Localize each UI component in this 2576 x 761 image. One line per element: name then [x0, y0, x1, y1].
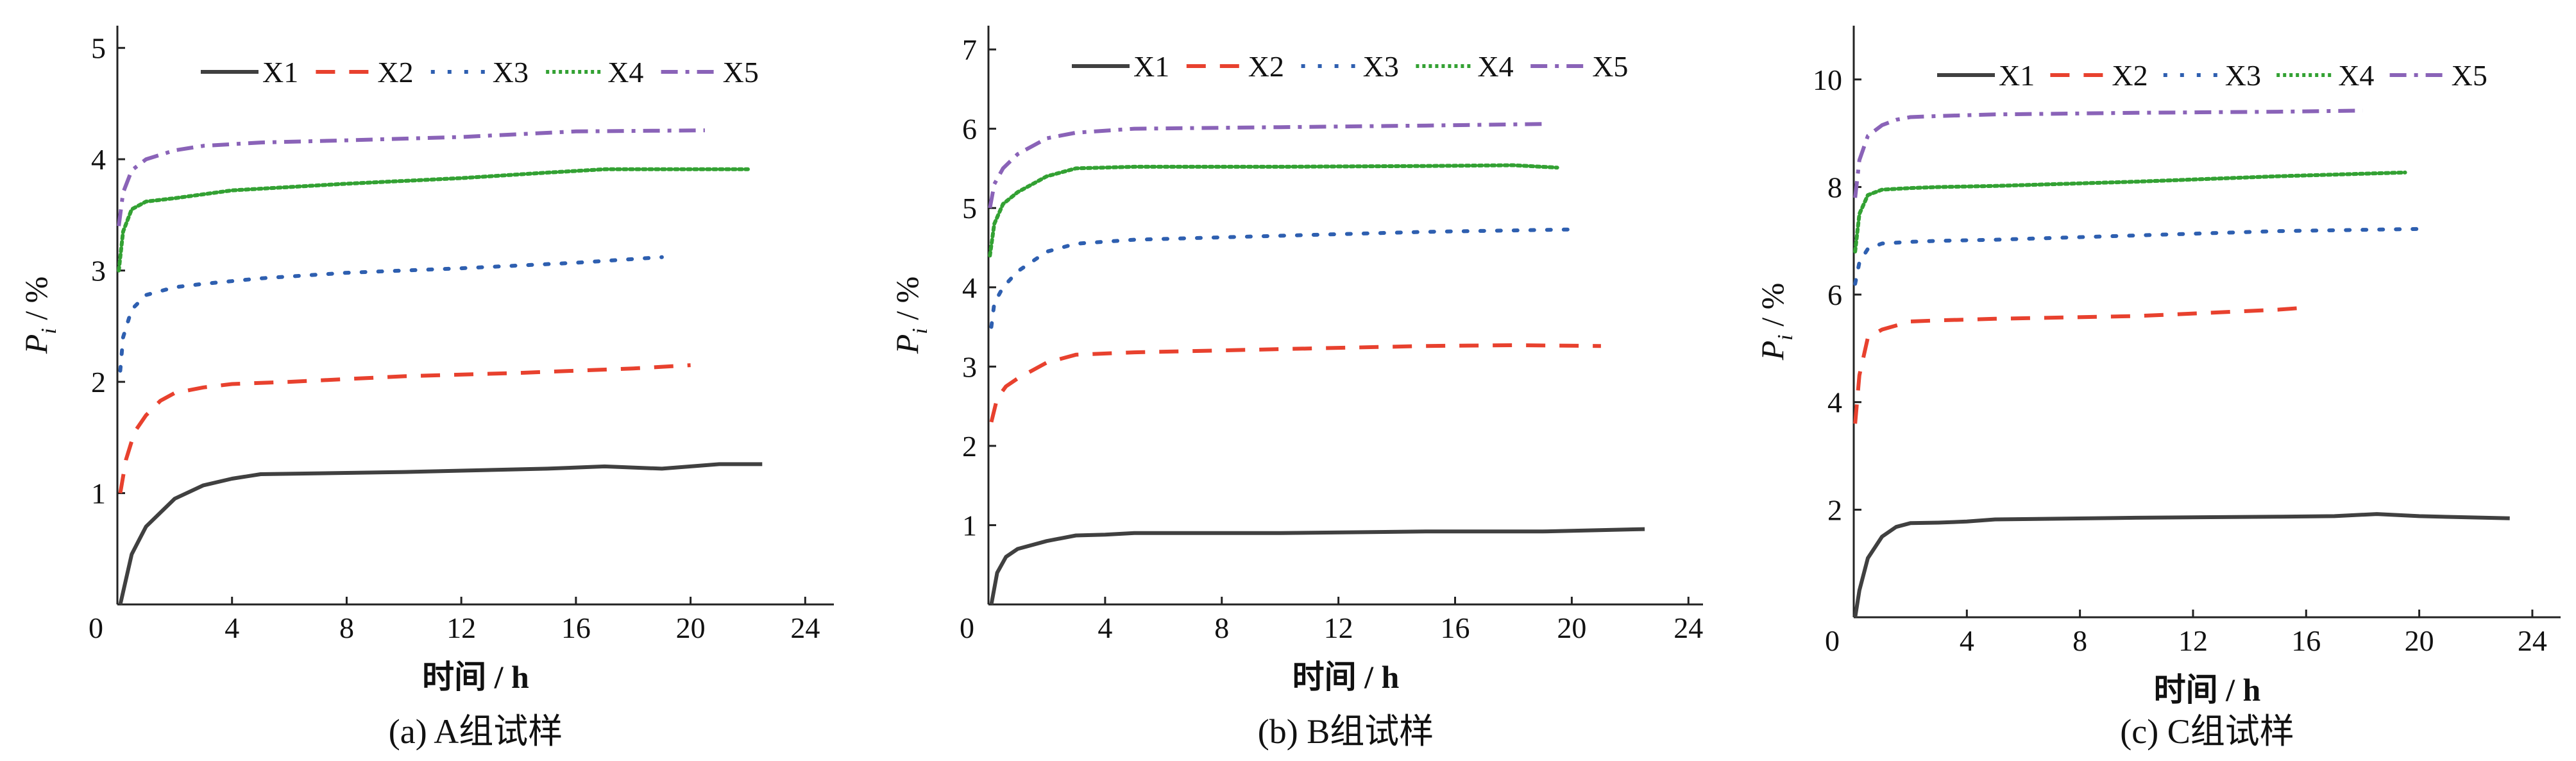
x-tick-label: 8 — [2072, 624, 2087, 657]
x-axis-title: 时间 / h — [422, 659, 529, 695]
legend: X1 X2 X3 X4 X5 — [1072, 50, 1628, 83]
series-line-x4 — [1853, 170, 2407, 253]
y-tick-label: 4 — [1827, 386, 1842, 419]
legend-label-x2: X2 — [377, 56, 413, 89]
x-tick-label: 12 — [2178, 624, 2208, 657]
x-tick-label: 12 — [1324, 611, 1353, 644]
legend-label-x5: X5 — [2452, 59, 2487, 92]
x-tick-label: 8 — [1214, 611, 1229, 644]
origin-tick-label: 0 — [960, 611, 974, 644]
series-line-x2 — [989, 343, 1601, 423]
series-line-x5 — [988, 122, 1543, 209]
x-tick-label: 20 — [1557, 611, 1586, 644]
y-tick-label: 2 — [91, 366, 106, 398]
y-tick-label: 10 — [1813, 64, 1842, 96]
y-axis-title-sub: i — [1774, 334, 1797, 340]
legend-label-x2: X2 — [2112, 59, 2148, 92]
y-axis-title-main: P — [18, 334, 54, 355]
series-line-x3 — [989, 227, 1574, 329]
x-tick-label: 16 — [561, 611, 591, 644]
series-line-x1 — [118, 462, 763, 605]
y-tick-label: 4 — [91, 143, 106, 176]
legend-label-x5: X5 — [723, 56, 759, 89]
x-tick-label: 4 — [225, 611, 239, 644]
x-tick-label: 24 — [2518, 624, 2547, 657]
legend-label-x1: X1 — [262, 56, 298, 89]
legend: X1 X2 X3 X4 X5 — [1937, 59, 2487, 92]
x-tick-label: 16 — [1441, 611, 1470, 644]
y-tick-label: 7 — [962, 33, 977, 66]
legend-label-x3: X3 — [493, 56, 529, 89]
y-tick-label: 2 — [962, 430, 977, 463]
series-line-x1 — [989, 527, 1645, 605]
legend-label-x4: X4 — [607, 56, 643, 89]
series-line-x2 — [118, 363, 691, 494]
legend-label-x1: X1 — [1133, 50, 1169, 83]
y-tick-label: 3 — [91, 255, 106, 287]
x-axis-title: 时间 / h — [2154, 672, 2261, 708]
series-line-x4 — [988, 163, 1559, 258]
y-axis-title-sub: i — [908, 328, 932, 334]
x-tick-label: 12 — [446, 611, 476, 644]
x-tick-label: 20 — [2405, 624, 2434, 657]
y-axis-title-main: P — [889, 334, 925, 355]
y-axis-title-unit: / % — [889, 277, 925, 329]
y-tick-label: 8 — [1827, 171, 1842, 203]
y-tick-label: 6 — [962, 113, 977, 146]
legend-label-x3: X3 — [2225, 59, 2261, 92]
legend: X1 X2 X3 X4 X5 — [201, 56, 759, 89]
legend-label-x1: X1 — [1999, 59, 2035, 92]
y-axis-title-main: P — [1754, 341, 1790, 361]
series-line-x5 — [1853, 108, 2363, 198]
legend-label-x5: X5 — [1592, 50, 1628, 83]
panel-caption: (b) B组试样 — [1258, 712, 1434, 751]
x-tick-label: 4 — [1097, 611, 1112, 644]
y-axis-title: Pi / % — [889, 277, 932, 355]
legend-label-x2: X2 — [1248, 50, 1284, 83]
x-axis-title: 时间 / h — [1292, 659, 1400, 695]
y-tick-label: 1 — [91, 477, 106, 510]
series-line-x3 — [1853, 227, 2421, 286]
x-tick-label: 20 — [676, 611, 706, 644]
series-line-x5 — [117, 128, 705, 227]
y-axis-title-sub: i — [37, 328, 61, 334]
y-axis-title-unit: / % — [18, 277, 54, 329]
y-tick-label: 4 — [962, 271, 977, 304]
y-tick-label: 6 — [1827, 278, 1842, 311]
panel-caption: (c) C组试样 — [2120, 712, 2294, 751]
y-tick-label: 2 — [1827, 493, 1842, 526]
legend-label-x4: X4 — [2338, 59, 2374, 92]
series-line-x4 — [117, 167, 750, 273]
legend-label-x4: X4 — [1477, 50, 1513, 83]
panel-caption: (a) A组试样 — [389, 712, 563, 751]
y-tick-label: 1 — [962, 509, 977, 542]
x-tick-label: 16 — [2291, 624, 2321, 657]
x-tick-label: 8 — [339, 611, 354, 644]
y-axis-title: Pi / % — [1754, 283, 1797, 361]
y-axis-title-unit: / % — [1754, 283, 1790, 335]
y-tick-label: 3 — [962, 350, 977, 383]
series-line-x1 — [1853, 512, 2510, 618]
x-tick-label: 4 — [1960, 624, 1974, 657]
y-axis-title: Pi / % — [18, 277, 61, 355]
origin-tick-label: 0 — [89, 611, 103, 644]
legend-label-x3: X3 — [1363, 50, 1399, 83]
origin-tick-label: 0 — [1825, 624, 1840, 657]
x-tick-label: 24 — [790, 611, 820, 644]
x-tick-label: 24 — [1674, 611, 1703, 644]
y-tick-label: 5 — [91, 32, 106, 65]
series-line-x3 — [118, 255, 664, 373]
y-tick-label: 5 — [962, 192, 977, 225]
series-line-x2 — [1853, 306, 2301, 424]
